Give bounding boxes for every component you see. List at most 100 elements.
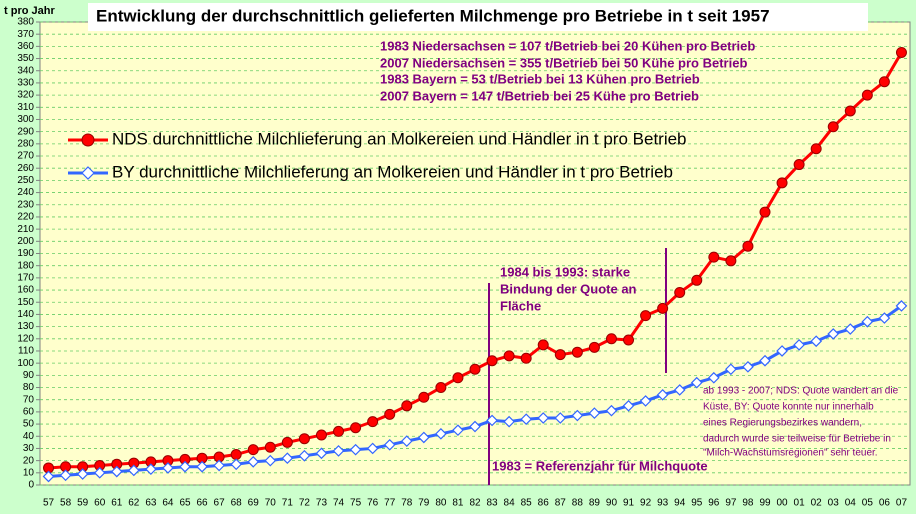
legend-marker bbox=[81, 133, 95, 147]
marker bbox=[247, 444, 259, 456]
annotation: Fläche bbox=[500, 298, 541, 313]
y-tick-label: 360 bbox=[17, 41, 34, 52]
marker bbox=[810, 335, 823, 348]
y-tick-label: 30 bbox=[23, 443, 35, 454]
y-tick-label: 250 bbox=[17, 175, 34, 186]
x-tick-label: 69 bbox=[248, 498, 260, 509]
marker bbox=[656, 388, 669, 401]
marker bbox=[42, 470, 55, 483]
x-tick-label: 78 bbox=[401, 498, 413, 509]
note: ab 1993 - 2007; NDS: Quote wandert an di… bbox=[703, 386, 899, 397]
y-tick-label: 90 bbox=[23, 370, 35, 381]
x-tick-label: 86 bbox=[538, 498, 550, 509]
marker bbox=[213, 459, 225, 472]
marker bbox=[281, 436, 293, 448]
marker bbox=[759, 206, 771, 218]
annotation: 1983 = Referenzjahr für Milchquote bbox=[492, 458, 708, 473]
marker bbox=[640, 310, 652, 322]
y-tick-label: 300 bbox=[17, 114, 34, 125]
x-tick-label: 81 bbox=[452, 498, 464, 509]
y-tick-label: 380 bbox=[17, 17, 34, 28]
x-tick-label: 67 bbox=[214, 498, 226, 509]
chart-title: Entwicklung der durchschnittlich geliefe… bbox=[96, 6, 770, 25]
marker bbox=[827, 328, 840, 340]
y-tick-label: 180 bbox=[17, 260, 34, 271]
marker bbox=[435, 382, 447, 394]
y-tick-label: 140 bbox=[17, 309, 34, 320]
x-tick-label: 70 bbox=[265, 498, 277, 509]
marker bbox=[486, 414, 498, 427]
marker bbox=[110, 465, 123, 478]
x-tick-label: 57 bbox=[43, 498, 55, 509]
x-tick-label: 85 bbox=[521, 498, 533, 509]
marker bbox=[162, 462, 174, 474]
marker bbox=[366, 442, 379, 455]
y-tick-label: 40 bbox=[23, 431, 35, 442]
marker bbox=[486, 355, 498, 367]
y-tick-label: 20 bbox=[23, 455, 35, 466]
marker bbox=[537, 339, 549, 351]
marker bbox=[401, 400, 413, 412]
marker bbox=[315, 429, 327, 441]
marker bbox=[861, 89, 873, 101]
x-tick-label: 60 bbox=[94, 498, 106, 509]
x-tick-label: 84 bbox=[504, 498, 516, 509]
x-tick-label: 03 bbox=[828, 498, 840, 509]
marker bbox=[691, 274, 703, 286]
x-tick-label: 68 bbox=[231, 498, 243, 509]
marker bbox=[93, 466, 106, 479]
marker bbox=[332, 445, 345, 457]
x-tick-label: 96 bbox=[708, 498, 720, 509]
x-tick-label: 98 bbox=[742, 498, 754, 509]
x-tick-label: 90 bbox=[606, 498, 618, 509]
y-tick-label: 10 bbox=[23, 467, 35, 478]
marker bbox=[452, 372, 464, 384]
legend-label: NDS durchnittliche Milchlieferung an Mol… bbox=[112, 129, 687, 148]
marker bbox=[179, 460, 191, 473]
y-tick-label: 160 bbox=[17, 285, 34, 296]
marker bbox=[298, 449, 311, 462]
x-tick-label: 07 bbox=[896, 498, 908, 509]
x-tick-label: 91 bbox=[623, 498, 635, 509]
marker bbox=[588, 407, 601, 419]
marker bbox=[690, 376, 703, 389]
marker bbox=[895, 300, 908, 312]
title-box bbox=[88, 3, 868, 31]
y-tick-label: 60 bbox=[23, 407, 35, 418]
marker bbox=[571, 409, 584, 422]
marker bbox=[469, 420, 481, 433]
marker bbox=[673, 384, 686, 396]
x-tick-label: 77 bbox=[384, 498, 396, 509]
x-tick-label: 79 bbox=[418, 498, 430, 509]
marker bbox=[418, 391, 430, 403]
y-tick-label: 310 bbox=[17, 102, 34, 113]
marker bbox=[350, 422, 362, 434]
marker bbox=[674, 286, 686, 298]
x-tick-label: 99 bbox=[759, 498, 771, 509]
marker bbox=[861, 315, 874, 328]
marker bbox=[417, 431, 430, 444]
y-tick-label: 330 bbox=[17, 78, 34, 89]
marker bbox=[878, 312, 891, 324]
legend-label: BY durchnittliche Milchlieferung an Molk… bbox=[112, 162, 673, 181]
marker bbox=[793, 159, 805, 171]
y-tick-label: 110 bbox=[18, 346, 34, 357]
x-tick-label: 76 bbox=[367, 498, 379, 509]
marker bbox=[520, 413, 533, 426]
x-tick-label: 80 bbox=[435, 498, 447, 509]
marker bbox=[623, 334, 635, 346]
marker bbox=[878, 76, 890, 88]
note: "Milch-Wachstumsregionen" sehr teuer. bbox=[703, 448, 878, 459]
note: eines Regierungsbezirkes wandern, bbox=[703, 418, 862, 429]
marker bbox=[264, 454, 277, 467]
annotation: 2007 Niedersachsen = 355 t/Betrieb bei 5… bbox=[380, 55, 747, 70]
x-tick-label: 97 bbox=[725, 498, 737, 509]
y-axis-label: t pro Jahr bbox=[4, 5, 55, 17]
x-tick-label: 82 bbox=[469, 498, 481, 509]
marker bbox=[349, 443, 362, 456]
y-tick-label: 150 bbox=[17, 297, 34, 308]
y-tick-label: 170 bbox=[17, 273, 34, 284]
annotation: 2007 Bayern = 147 t/Betrieb bei 25 Kühe … bbox=[380, 88, 699, 103]
x-tick-label: 71 bbox=[282, 498, 294, 509]
marker bbox=[827, 121, 839, 133]
